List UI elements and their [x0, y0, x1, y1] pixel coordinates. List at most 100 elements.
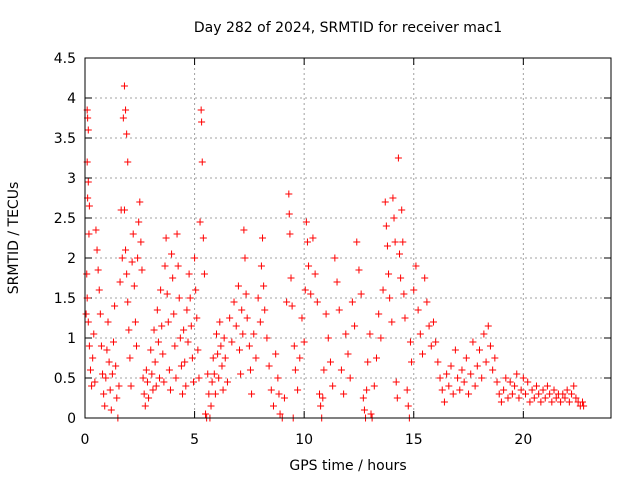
data-point: [331, 254, 339, 262]
data-point: [111, 302, 119, 310]
data-point: [86, 366, 94, 374]
data-point: [342, 330, 350, 338]
data-point: [88, 382, 96, 390]
data-point: [260, 282, 268, 290]
data-point: [85, 342, 93, 350]
data-point: [180, 326, 188, 334]
data-point: [186, 294, 194, 302]
data-point: [211, 390, 219, 398]
data-point: [134, 254, 142, 262]
data-point: [223, 378, 231, 386]
data-point: [390, 214, 398, 222]
data-point: [355, 266, 363, 274]
y-tick-label: 0: [67, 411, 76, 427]
data-point: [157, 286, 165, 294]
data-point: [346, 374, 354, 382]
data-point: [381, 198, 389, 206]
data-point: [228, 338, 236, 346]
data-point: [216, 318, 224, 326]
data-point: [239, 330, 247, 338]
data-point: [513, 370, 521, 378]
data-point: [256, 318, 264, 326]
data-point: [259, 234, 267, 242]
data-point: [408, 358, 416, 366]
data-point: [90, 330, 98, 338]
data-point: [175, 294, 183, 302]
data-point: [519, 374, 527, 382]
data-point: [303, 238, 311, 246]
data-point: [137, 238, 145, 246]
data-point: [535, 390, 543, 398]
data-point: [150, 326, 158, 334]
data-point: [113, 394, 121, 402]
data-point: [351, 322, 359, 330]
chart-title: Day 282 of 2024, SRMTID for receiver mac…: [194, 20, 502, 36]
data-point: [165, 366, 173, 374]
data-point: [148, 370, 156, 378]
data-point: [125, 326, 133, 334]
data-point: [570, 382, 578, 390]
data-point: [445, 382, 453, 390]
data-point: [440, 398, 448, 406]
y-axis-title: SRMTID / TECUs: [6, 182, 22, 295]
data-point: [471, 382, 479, 390]
y-tick-label: 4: [67, 91, 76, 107]
data-point: [267, 386, 275, 394]
data-point: [309, 234, 317, 242]
data-point: [497, 398, 505, 406]
data-point: [559, 390, 567, 398]
x-tick-label: 5: [190, 432, 199, 448]
data-point: [252, 354, 260, 362]
data-point: [210, 370, 218, 378]
data-point: [317, 402, 325, 410]
data-point: [301, 286, 309, 294]
data-point: [429, 318, 437, 326]
data-point: [142, 366, 150, 374]
data-point: [300, 338, 308, 346]
y-tick-label: 0.5: [54, 371, 76, 387]
data-point: [283, 298, 291, 306]
data-point: [322, 310, 330, 318]
data-point: [467, 370, 475, 378]
data-point: [133, 342, 141, 350]
data-point: [528, 386, 536, 394]
data-point: [326, 358, 334, 366]
data-point: [102, 374, 110, 382]
data-point: [389, 194, 397, 202]
data-point: [226, 314, 234, 322]
data-point: [285, 210, 293, 218]
data-point: [162, 234, 170, 242]
data-point: [379, 286, 387, 294]
data-point: [243, 314, 251, 322]
data-point: [217, 342, 225, 350]
y-tick-label: 2.5: [54, 211, 76, 227]
data-point: [112, 362, 120, 370]
data-point: [250, 330, 258, 338]
data-point: [392, 378, 400, 386]
data-point: [504, 394, 512, 402]
data-point: [122, 246, 130, 254]
data-point: [434, 358, 442, 366]
data-point: [99, 370, 107, 378]
data-point: [254, 294, 262, 302]
data-point: [141, 402, 149, 410]
data-point: [367, 410, 375, 418]
data-point: [382, 222, 390, 230]
data-point: [202, 410, 210, 418]
data-point: [394, 154, 402, 162]
data-point: [214, 350, 222, 358]
data-point: [543, 382, 551, 390]
data-point: [151, 358, 159, 366]
data-point: [101, 402, 109, 410]
data-point: [353, 238, 361, 246]
data-point: [204, 370, 212, 378]
data-point: [93, 246, 101, 254]
data-point: [189, 378, 197, 386]
data-point: [393, 394, 401, 402]
data-point: [307, 290, 315, 298]
data-point: [215, 374, 223, 382]
data-point: [183, 306, 191, 314]
data-point: [506, 378, 514, 386]
data-point: [257, 262, 265, 270]
data-point: [290, 342, 298, 350]
